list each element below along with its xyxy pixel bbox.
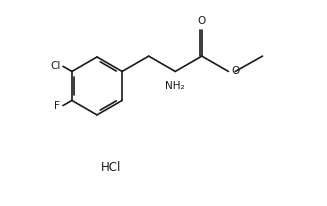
Text: O: O [231, 67, 239, 76]
Text: O: O [198, 16, 206, 26]
Text: F: F [54, 101, 60, 111]
Text: Cl: Cl [50, 61, 60, 71]
Text: NH₂: NH₂ [165, 81, 185, 91]
Text: HCl: HCl [100, 161, 121, 174]
